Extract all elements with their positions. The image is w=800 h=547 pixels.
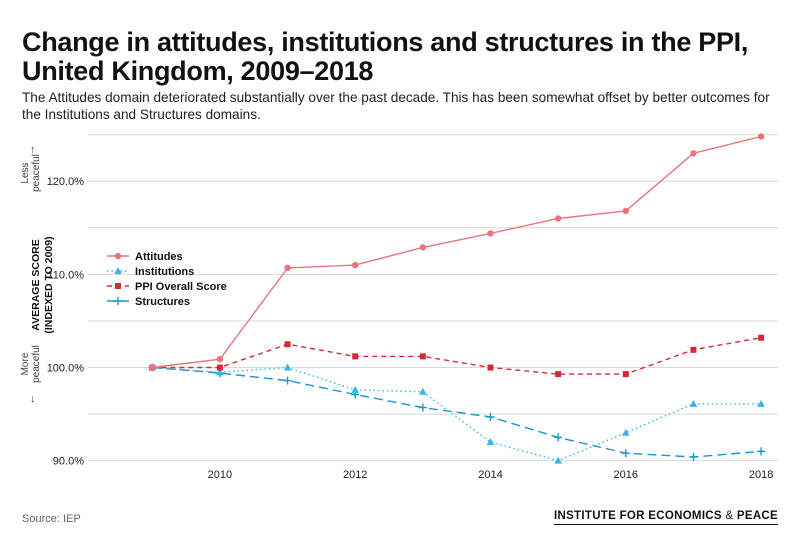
y-tick-label: 120.0% — [47, 176, 85, 188]
series-line-structures — [152, 366, 762, 458]
data-point-ppi-overall-score — [690, 346, 697, 353]
data-point-ppi-overall-score — [352, 353, 359, 360]
data-point-ppi-overall-score — [758, 334, 765, 341]
data-point-structures — [757, 447, 766, 456]
iep-logo: INSTITUTE FOR ECONOMICS & PEACE — [553, 510, 778, 525]
data-point-attitudes — [284, 264, 291, 272]
data-point-institutions — [621, 428, 630, 436]
x-tick-label: 2014 — [478, 469, 502, 481]
data-point-attitudes — [149, 364, 156, 371]
data-point-ppi-overall-score — [622, 371, 629, 378]
data-point-attitudes — [419, 244, 427, 251]
x-tick-label: 2016 — [614, 469, 638, 481]
legend-label-institutions: Institutions — [135, 266, 194, 278]
data-point-institutions — [351, 385, 360, 393]
data-point-structures — [554, 433, 563, 442]
legend-label-ppi-overall-score: PPI Overall Score — [135, 281, 227, 293]
data-point-attitudes — [757, 133, 765, 140]
legend-marker-institutions — [114, 267, 122, 274]
data-point-ppi-overall-score — [487, 364, 494, 371]
data-point-institutions — [216, 368, 224, 376]
data-point-institutions — [283, 363, 292, 371]
data-point-structures — [486, 412, 495, 421]
logo-text-main: INSTITUTE FOR ECONOMICS — [553, 510, 722, 522]
y-tick-label: 90.0% — [53, 456, 84, 468]
data-point-structures — [621, 449, 630, 458]
arrow-down-icon: ↓ — [30, 393, 36, 405]
logo-text-end: PEACE — [736, 510, 778, 522]
data-point-institutions — [554, 456, 562, 464]
data-point-attitudes — [690, 150, 697, 157]
series-line-attitudes — [152, 135, 762, 369]
legend-marker-ppi-overall-score — [115, 283, 121, 289]
data-point-attitudes — [622, 207, 629, 215]
data-point-attitudes — [487, 230, 494, 237]
legend-label-structures: Structures — [135, 296, 190, 308]
data-point-ppi-overall-score — [555, 371, 562, 378]
data-point-structures — [418, 403, 427, 412]
data-point-structures — [689, 452, 698, 461]
x-tick-label: 2018 — [749, 469, 773, 481]
x-tick-label: 2010 — [208, 469, 232, 481]
x-tick-label: 2012 — [343, 469, 367, 481]
logo-ampersand: & — [725, 510, 734, 522]
data-point-attitudes — [352, 261, 359, 269]
data-point-ppi-overall-score — [216, 364, 223, 371]
arrow-up-icon: ↑ — [30, 144, 36, 156]
legend-marker-attitudes — [114, 252, 122, 260]
data-point-structures — [283, 376, 292, 385]
data-point-ppi-overall-score — [284, 341, 291, 348]
source-note: Source: IEP — [22, 513, 81, 525]
legend-label-attitudes: Attitudes — [135, 251, 183, 263]
series-line-ppi-overall-score — [152, 337, 762, 375]
chart-subtitle: The Attitudes domain deteriorated substa… — [22, 90, 770, 122]
data-point-attitudes — [554, 215, 562, 222]
chart-title: Change in attitudes, institutions and st… — [22, 27, 749, 86]
y-tick-label: 100.0% — [47, 363, 85, 375]
data-point-institutions — [486, 438, 495, 446]
data-point-institutions — [689, 399, 698, 407]
data-point-institutions — [419, 387, 427, 395]
data-point-ppi-overall-score — [419, 353, 426, 360]
data-point-attitudes — [216, 355, 224, 363]
legend-marker-structures — [114, 297, 122, 305]
y-tick-label: 110.0% — [48, 269, 85, 281]
data-point-institutions — [757, 399, 765, 407]
